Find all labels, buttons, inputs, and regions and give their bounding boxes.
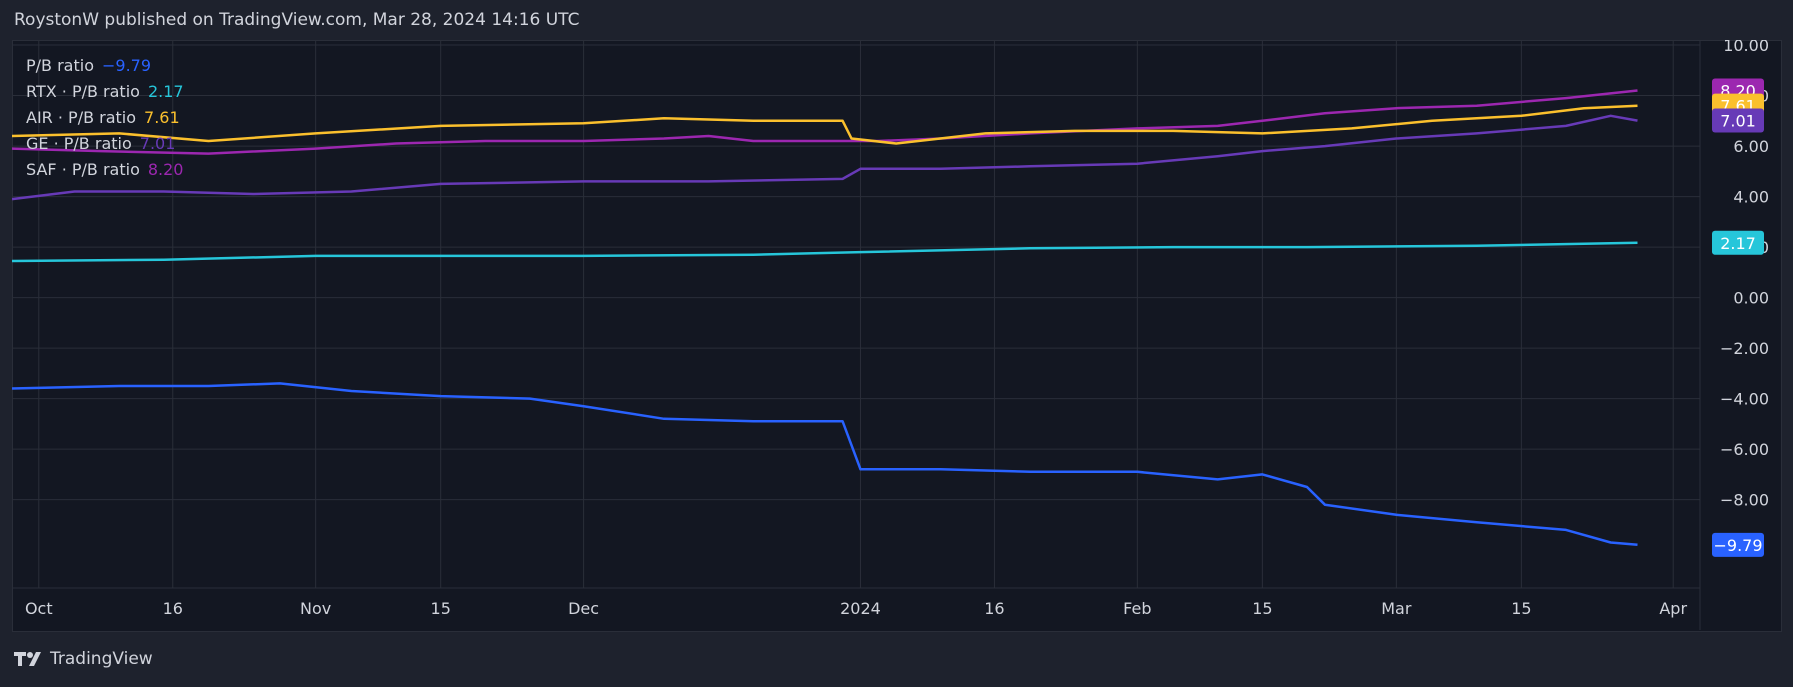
legend-series-value: 2.17	[147, 82, 184, 101]
last-value-tags: 8.207.617.012.17−9.79	[1712, 78, 1764, 557]
legend-series-name: RTX · P/B ratio	[26, 82, 140, 101]
y-tick-label: −2.00	[1720, 339, 1769, 358]
legend-series-name: GE · P/B ratio	[26, 134, 132, 153]
last-value-label: 2.17	[1720, 234, 1756, 253]
legend-row[interactable]: P/B ratio −9.79	[26, 53, 184, 79]
series-line-1[interactable]	[12, 104, 1638, 145]
legend-series-value: 7.61	[144, 108, 180, 127]
x-tick-label: Mar	[1381, 599, 1412, 618]
y-tick-label: 0.00	[1733, 289, 1769, 308]
y-tick-label: 6.00	[1733, 137, 1769, 156]
last-value-label: 7.01	[1720, 112, 1756, 131]
publish-header: RoystonW published on TradingView.com, M…	[14, 10, 580, 30]
y-tick-label: −8.00	[1720, 491, 1769, 510]
series-lines	[12, 89, 1638, 547]
y-tick-label: 10.00	[1723, 40, 1769, 55]
grid-lines	[12, 40, 1700, 588]
legend-series-name: AIR · P/B ratio	[26, 108, 137, 127]
last-value-label: −9.79	[1713, 536, 1762, 555]
x-axis: Oct 16 Nov 15 Dec 2024 16 Feb 15 Mar 15 Apr	[12, 587, 1700, 618]
series-line-2[interactable]	[12, 114, 1638, 201]
legend-series-name: P/B ratio	[26, 56, 94, 75]
last-value-tag-3	[1712, 230, 1764, 255]
chart-plot[interactable]: 10.008.006.004.002.000.00−2.00−4.00−6.00…	[12, 40, 1780, 630]
legend-row[interactable]: RTX · P/B ratio 2.17	[26, 79, 184, 105]
x-tick-label: 15	[431, 599, 451, 618]
legend-row[interactable]: GE · P/B ratio 7.01	[26, 131, 184, 157]
x-tick-label: 16	[984, 599, 1004, 618]
tradingview-logo-icon	[14, 652, 41, 666]
legend-row[interactable]: SAF · P/B ratio 8.20	[26, 157, 184, 183]
y-tick-label: 4.00	[1733, 188, 1769, 207]
y-tick-label: −6.00	[1720, 440, 1769, 459]
y-tick-label: −4.00	[1720, 390, 1769, 409]
legend-row[interactable]: AIR · P/B ratio 7.61	[26, 105, 184, 131]
legend-series-name: SAF · P/B ratio	[26, 160, 140, 179]
x-tick-label: Feb	[1123, 599, 1151, 618]
x-tick-label: 15	[1511, 599, 1531, 618]
series-line-3[interactable]	[12, 241, 1638, 263]
legend-series-value: 7.01	[139, 134, 176, 153]
series-line-4[interactable]	[12, 382, 1638, 547]
legend-series-value: 8.20	[147, 160, 184, 179]
last-value-tag-4	[1712, 532, 1764, 557]
legend: P/B ratio −9.79 RTX · P/B ratio 2.17 AIR · P…	[26, 53, 184, 183]
x-tick-label: 15	[1252, 599, 1272, 618]
x-tick-label: Nov	[300, 599, 331, 618]
x-tick-label: Dec	[568, 599, 599, 618]
chart-panel	[12, 40, 1782, 632]
x-tick-label: Oct	[25, 599, 53, 618]
x-tick-label: 2024	[840, 599, 881, 618]
x-tick-label: 16	[163, 599, 183, 618]
footer-branding[interactable]: TradingView	[14, 649, 153, 669]
last-value-tag-2	[1712, 108, 1764, 133]
tradingview-brand-text: TradingView	[50, 649, 153, 669]
x-tick-label: Apr	[1659, 599, 1687, 618]
legend-series-value: −9.79	[102, 56, 152, 75]
